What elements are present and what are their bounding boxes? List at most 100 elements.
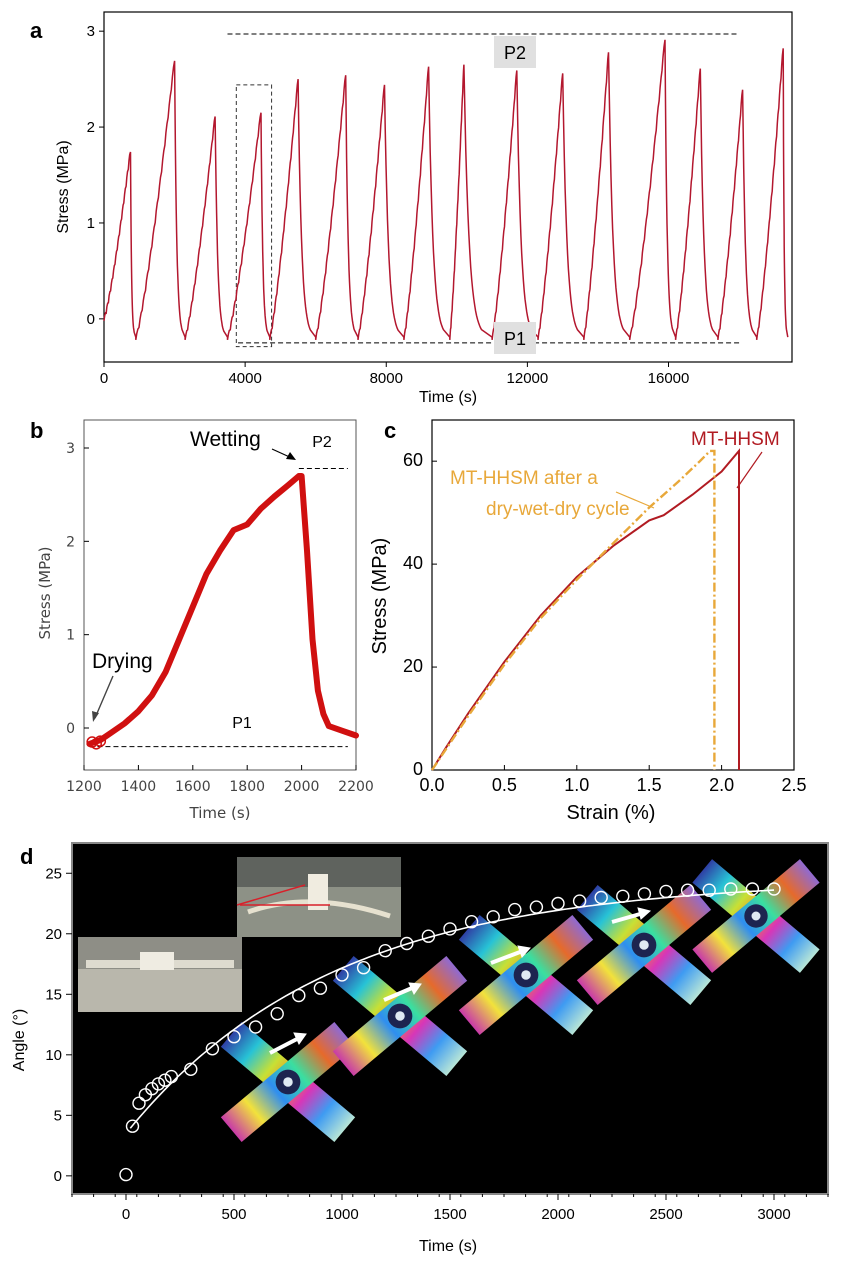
- panel-d-ytick-label: 25: [45, 865, 62, 882]
- inset-photo-bent: [236, 857, 401, 937]
- panel-d-data-point: [659, 884, 673, 899]
- panel-b-xtick-label: 1400: [121, 779, 157, 795]
- panel-d-data-point: [119, 1167, 133, 1182]
- panel-b-ytick-label: 1: [66, 628, 75, 644]
- panel-a-xlabel: Time (s): [419, 389, 477, 406]
- panel-d-data-point: [205, 1042, 220, 1056]
- panel-d-data-point: [227, 1029, 241, 1044]
- panel-d-data-point: [132, 1096, 146, 1110]
- panel-d-data-point: [158, 1073, 172, 1087]
- progress-arrowhead-4: [637, 907, 652, 920]
- panel-d-data-point: [551, 896, 565, 911]
- panel-b-ytick-label: 3: [66, 441, 75, 457]
- panel-b-frame: [83, 419, 357, 771]
- progress-arrowhead-1: [293, 1032, 307, 1046]
- panel-a-p1-box: [494, 322, 536, 354]
- panel-d-data-point: [680, 883, 695, 897]
- panel-a-p2-label: P2: [504, 43, 526, 63]
- panel-d-data-point: [464, 915, 479, 929]
- panel-c-ytick-label: 40: [403, 553, 423, 573]
- panel-d-data-point: [702, 883, 716, 897]
- panel-d-data-point: [529, 900, 544, 914]
- panel-b-wetting-arrowhead: [286, 452, 296, 460]
- panel-letter-d: d: [20, 844, 33, 869]
- panel-a-ytick-label: 2: [87, 119, 95, 136]
- panel-d-ytick-label: 5: [54, 1107, 62, 1124]
- panel-d-xtick-label: 0: [122, 1206, 130, 1223]
- panel-c-xtick-label: 1.0: [564, 775, 589, 795]
- panel-b-chart: 1200 1400 1600 1800 2000 2200 0 1 2 3 P2 P1 Wetti…: [36, 419, 374, 822]
- panel-b-xtick-label: 1600: [175, 779, 211, 795]
- panel-d-data-point: [356, 961, 371, 975]
- panel-a-xtick-label: 12000: [507, 370, 549, 387]
- progress-arrow-1: [269, 1037, 298, 1055]
- panel-b-ytick-label: 2: [66, 534, 75, 550]
- panel-d-data-point: [184, 1062, 198, 1077]
- panel-c-xtick-label: 2.5: [781, 775, 806, 795]
- panel-a-ytick-label: 0: [87, 311, 95, 328]
- panel-b-ylabel: Stress (MPa): [36, 546, 54, 639]
- panel-d-xtick-label: 500: [221, 1206, 246, 1223]
- panel-d-ytick-label: 20: [45, 926, 62, 943]
- panel-c-series-mt-hhsm: [431, 448, 740, 771]
- panel-d-data-point: [151, 1077, 166, 1091]
- panel-d-data-point: [616, 889, 630, 903]
- panel-c-legend-after-line2: dry-wet-dry cycle: [486, 499, 630, 520]
- panel-c-xlabel: Strain (%): [567, 802, 656, 824]
- panel-b-series-line: [86, 473, 359, 747]
- panel-b-xtick-label: 1800: [229, 779, 265, 795]
- panel-d-xtick-label: 3000: [757, 1206, 790, 1223]
- panel-c-chart: 0.0 0.5 1.0 1.5 2.0 2.5 0 20 40 60 MT-HHSM MT-HHS…: [369, 419, 807, 824]
- panel-b-p2-label: P2: [312, 434, 332, 451]
- panel-d-xtick-label: 2000: [541, 1206, 574, 1223]
- panel-a-series-line: [103, 39, 789, 341]
- panel-d-data-point: [313, 981, 328, 995]
- panel-c-xtick-label: 2.0: [709, 775, 734, 795]
- panel-c-series-after-cycle: [431, 449, 716, 771]
- panel-a-highlight-box: [235, 84, 273, 348]
- panel-d-data-point: [378, 944, 392, 958]
- panel-c-xtick-label: 1.5: [637, 775, 662, 795]
- panel-b-xtick-label: 2200: [338, 779, 374, 795]
- panel-c-ylabel: Stress (MPa): [369, 538, 391, 655]
- panel-c-legend-after-line1: MT-HHSM after a: [450, 468, 598, 489]
- panel-d-data-point: [486, 910, 500, 924]
- panel-c-frame: [431, 419, 795, 771]
- panel-d-data-point: [724, 882, 738, 896]
- panel-b-drying-arrow: [94, 675, 114, 719]
- panel-d-data-point: [767, 882, 781, 896]
- panel-b-drying-arrowhead: [92, 711, 99, 722]
- panel-d-data-point: [443, 922, 457, 936]
- panel-b-drying-label: Drying: [92, 650, 153, 673]
- panel-d-xtick-label: 1000: [325, 1206, 358, 1223]
- panel-d-ytick-label: 0: [54, 1168, 62, 1185]
- progress-arrow-2: [383, 986, 413, 1002]
- panel-b-ytick-label: 0: [66, 721, 75, 737]
- panel-a-ytick-label: 3: [87, 23, 95, 40]
- panel-d-data-point: [594, 890, 608, 905]
- panel-a-ytick-label: 1: [87, 215, 95, 232]
- panel-a-chart: 0 4000 8000 12000 16000 0 1 2 3 P2 P1 Time (s) S…: [55, 11, 793, 406]
- progress-arrowhead-2: [408, 982, 422, 996]
- panel-d-data-point: [572, 894, 587, 908]
- panel-a-p1-label: P1: [504, 329, 526, 349]
- panel-a-xtick-label: 4000: [228, 370, 261, 387]
- panel-d-data-point: [745, 882, 760, 896]
- panel-a-xtick-label: 16000: [648, 370, 690, 387]
- panel-d-data-point: [400, 936, 414, 951]
- progress-arrow-4: [611, 912, 641, 924]
- panel-d-data-point: [248, 1020, 263, 1034]
- panel-b-wetting-label: Wetting: [190, 428, 261, 451]
- panel-d-data-point: [292, 988, 306, 1003]
- panel-c-ytick-label: 0: [413, 759, 423, 779]
- panel-b-p1-label: P1: [232, 715, 252, 732]
- panel-b-xtick-label: 2000: [284, 779, 320, 795]
- panel-d-ytick-label: 15: [45, 986, 62, 1003]
- panel-letter-a: a: [30, 18, 43, 43]
- panel-c-after-cycle-pointer: [615, 491, 655, 509]
- panel-a-xtick-label: 8000: [370, 370, 403, 387]
- panel-d-ytick-label: 10: [45, 1047, 62, 1064]
- panel-b-start-marker: [94, 735, 107, 747]
- panel-d-data-point: [125, 1119, 140, 1133]
